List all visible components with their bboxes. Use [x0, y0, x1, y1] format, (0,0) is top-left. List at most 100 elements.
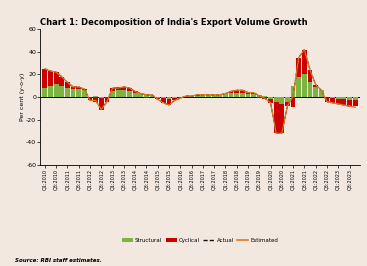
Bar	[144, 94, 149, 97]
Text: Chart 1: Decomposition of India's Export Volume Growth: Chart 1: Decomposition of India's Export…	[40, 18, 308, 27]
Legend: Structural, Cyclical, Actual, Estimated: Structural, Cyclical, Actual, Estimated	[122, 238, 278, 243]
Bar	[178, 97, 183, 98]
Bar	[88, 97, 92, 101]
Bar	[251, 94, 256, 97]
Bar	[296, 77, 301, 97]
Bar	[59, 77, 64, 86]
Bar	[155, 98, 160, 99]
Bar	[127, 88, 132, 92]
Bar	[313, 85, 318, 87]
Bar	[195, 96, 200, 97]
Bar	[268, 99, 273, 103]
Bar	[240, 93, 245, 97]
Bar	[257, 95, 262, 97]
Bar	[172, 98, 177, 101]
Bar	[133, 92, 138, 93]
Bar	[167, 99, 171, 105]
Bar	[285, 102, 290, 106]
Bar	[206, 95, 211, 97]
Bar	[257, 97, 262, 98]
Bar	[330, 97, 335, 98]
Bar	[65, 88, 70, 97]
Bar	[308, 70, 312, 82]
Bar	[110, 88, 115, 92]
Bar	[59, 86, 64, 97]
Bar	[217, 95, 222, 97]
Bar	[116, 90, 121, 97]
Bar	[48, 86, 53, 97]
Bar	[341, 99, 346, 105]
Bar	[43, 69, 47, 88]
Bar	[138, 94, 143, 97]
Bar	[223, 94, 228, 97]
Bar	[279, 104, 284, 133]
Bar	[121, 90, 126, 97]
Bar	[229, 93, 233, 97]
Bar	[229, 92, 233, 93]
Bar	[82, 89, 87, 90]
Y-axis label: Per cent (y-o-y): Per cent (y-o-y)	[20, 73, 25, 121]
Bar	[353, 97, 357, 101]
Bar	[99, 97, 104, 98]
Bar	[291, 97, 295, 107]
Bar	[121, 87, 126, 90]
Bar	[336, 97, 341, 99]
Bar	[302, 74, 307, 97]
Bar	[76, 89, 81, 97]
Bar	[133, 93, 138, 97]
Bar	[189, 96, 194, 97]
Bar	[347, 97, 352, 101]
Bar	[144, 97, 149, 98]
Bar	[246, 93, 250, 94]
Bar	[161, 97, 166, 98]
Bar	[43, 88, 47, 97]
Bar	[93, 97, 98, 102]
Bar	[308, 82, 312, 97]
Bar	[296, 57, 301, 77]
Bar	[195, 95, 200, 96]
Bar	[127, 92, 132, 97]
Bar	[167, 97, 171, 99]
Bar	[76, 87, 81, 89]
Bar	[71, 87, 76, 89]
Bar	[105, 97, 109, 102]
Bar	[324, 97, 329, 102]
Bar	[99, 98, 104, 110]
Bar	[279, 97, 284, 104]
Bar	[93, 96, 98, 97]
Bar	[65, 82, 70, 88]
Bar	[54, 84, 59, 97]
Bar	[54, 72, 59, 84]
Bar	[291, 86, 295, 97]
Bar	[246, 94, 250, 97]
Bar	[341, 97, 346, 99]
Bar	[234, 90, 239, 93]
Bar	[71, 89, 76, 97]
Bar	[212, 95, 217, 97]
Bar	[313, 87, 318, 97]
Bar	[110, 92, 115, 97]
Bar	[155, 97, 160, 98]
Bar	[234, 93, 239, 97]
Bar	[172, 97, 177, 98]
Bar	[274, 97, 279, 102]
Bar	[353, 101, 357, 106]
Bar	[184, 96, 188, 97]
Bar	[268, 97, 273, 99]
Text: Source: RBI staff estimates.: Source: RBI staff estimates.	[15, 258, 102, 263]
Bar	[330, 98, 335, 103]
Bar	[274, 102, 279, 133]
Bar	[116, 87, 121, 90]
Bar	[262, 97, 267, 99]
Bar	[302, 49, 307, 74]
Bar	[251, 93, 256, 94]
Bar	[48, 71, 53, 86]
Bar	[285, 97, 290, 102]
Bar	[161, 98, 166, 103]
Bar	[262, 96, 267, 97]
Bar	[200, 95, 205, 97]
Bar	[347, 101, 352, 106]
Bar	[82, 90, 87, 97]
Bar	[240, 90, 245, 93]
Bar	[150, 95, 155, 97]
